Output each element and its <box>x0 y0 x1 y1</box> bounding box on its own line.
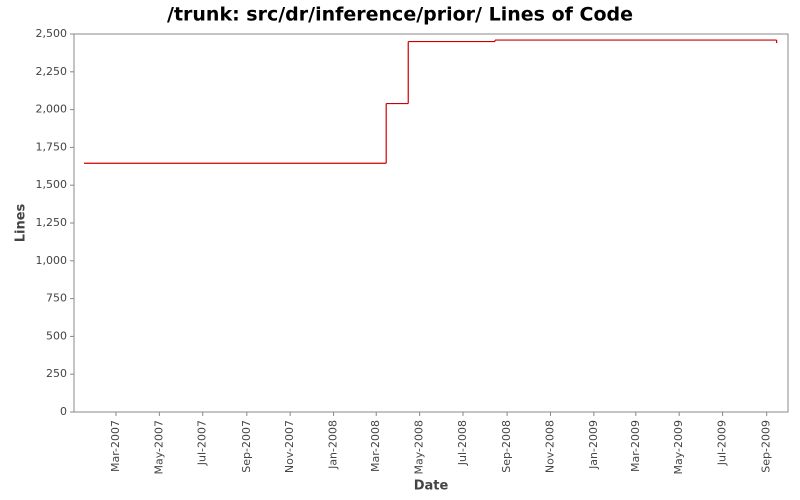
chart-title: /trunk: src/dr/inference/prior/ Lines of… <box>167 4 633 26</box>
x-tick-label: Jul-2009 <box>716 420 729 466</box>
y-tick-label: 500 <box>46 329 67 342</box>
x-tick-label: Jul-2007 <box>196 420 209 466</box>
x-tick-label: Jan-2008 <box>327 420 340 470</box>
x-tick-label: Nov-2008 <box>543 420 556 473</box>
x-tick-label: Jul-2008 <box>456 420 469 466</box>
y-axis-label: Lines <box>14 203 29 242</box>
y-tick-label: 1,000 <box>36 254 68 267</box>
y-tick-label: 2,000 <box>36 103 68 116</box>
x-tick-label: May-2007 <box>152 420 165 475</box>
x-tick-label: May-2009 <box>672 420 685 475</box>
plot-area <box>73 33 789 413</box>
y-tick-label: 2,250 <box>36 65 68 78</box>
y-tick-label: 2,500 <box>36 27 68 40</box>
x-tick-label: Mar-2008 <box>369 420 382 472</box>
x-tick-label: Jan-2009 <box>587 420 600 470</box>
x-tick-label: Sep-2007 <box>240 420 253 473</box>
x-axis-label: Date <box>414 479 449 494</box>
x-tick-label: Sep-2009 <box>760 420 773 473</box>
x-tick-label: May-2008 <box>413 420 426 475</box>
y-tick-label: 0 <box>60 405 67 418</box>
x-tick-label: Nov-2007 <box>283 420 296 473</box>
y-tick-label: 250 <box>46 367 67 380</box>
x-tick-label: Sep-2008 <box>500 420 513 473</box>
y-tick-label: 1,250 <box>36 216 68 229</box>
x-tick-label: Mar-2007 <box>109 420 122 472</box>
y-tick-label: 1,500 <box>36 178 68 191</box>
y-tick-label: 1,750 <box>36 140 68 153</box>
x-tick-label: Mar-2009 <box>629 420 642 472</box>
y-tick-label: 750 <box>46 292 67 305</box>
